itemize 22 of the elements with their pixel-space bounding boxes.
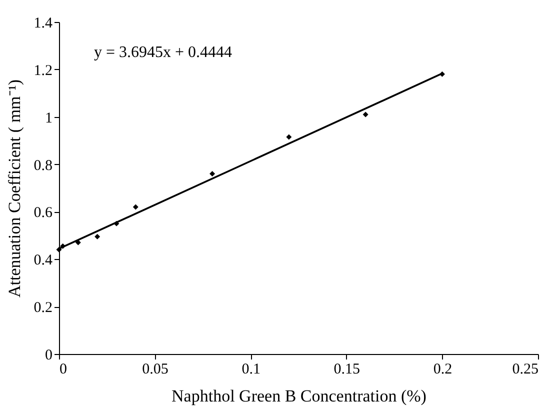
y-tick-label: 1 bbox=[45, 110, 52, 126]
annotation: y = 3.6945x + 0.4444 bbox=[94, 44, 232, 61]
x-tick-label: 0.15 bbox=[334, 362, 360, 378]
x-tick-label: 0 bbox=[60, 362, 67, 378]
point bbox=[362, 112, 368, 118]
point bbox=[94, 234, 100, 240]
y-tick-label: 0.8 bbox=[34, 158, 52, 174]
y-axis-title: Attenuation Coefficient ( mm⁻¹) bbox=[4, 79, 24, 298]
x-tick-label: 0.1 bbox=[242, 362, 260, 378]
x-tick-label: 0.05 bbox=[142, 362, 168, 378]
y-tick-label: 0.6 bbox=[34, 205, 53, 222]
y-tick-label: 0.2 bbox=[34, 300, 52, 316]
point bbox=[286, 134, 292, 140]
y-tick-label: 1.2 bbox=[34, 62, 52, 79]
y-tick-label: 0.4 bbox=[34, 252, 53, 269]
point bbox=[210, 171, 216, 177]
x-tick-label: 0.25 bbox=[512, 362, 538, 378]
x-axis-title: Naphthol Green B Concentration (%) bbox=[172, 386, 426, 406]
point bbox=[132, 204, 138, 210]
y-tick-label: 1.4 bbox=[34, 16, 53, 32]
x-tick-label: 0.2 bbox=[433, 362, 452, 378]
y-tick-label: 0 bbox=[45, 348, 52, 364]
